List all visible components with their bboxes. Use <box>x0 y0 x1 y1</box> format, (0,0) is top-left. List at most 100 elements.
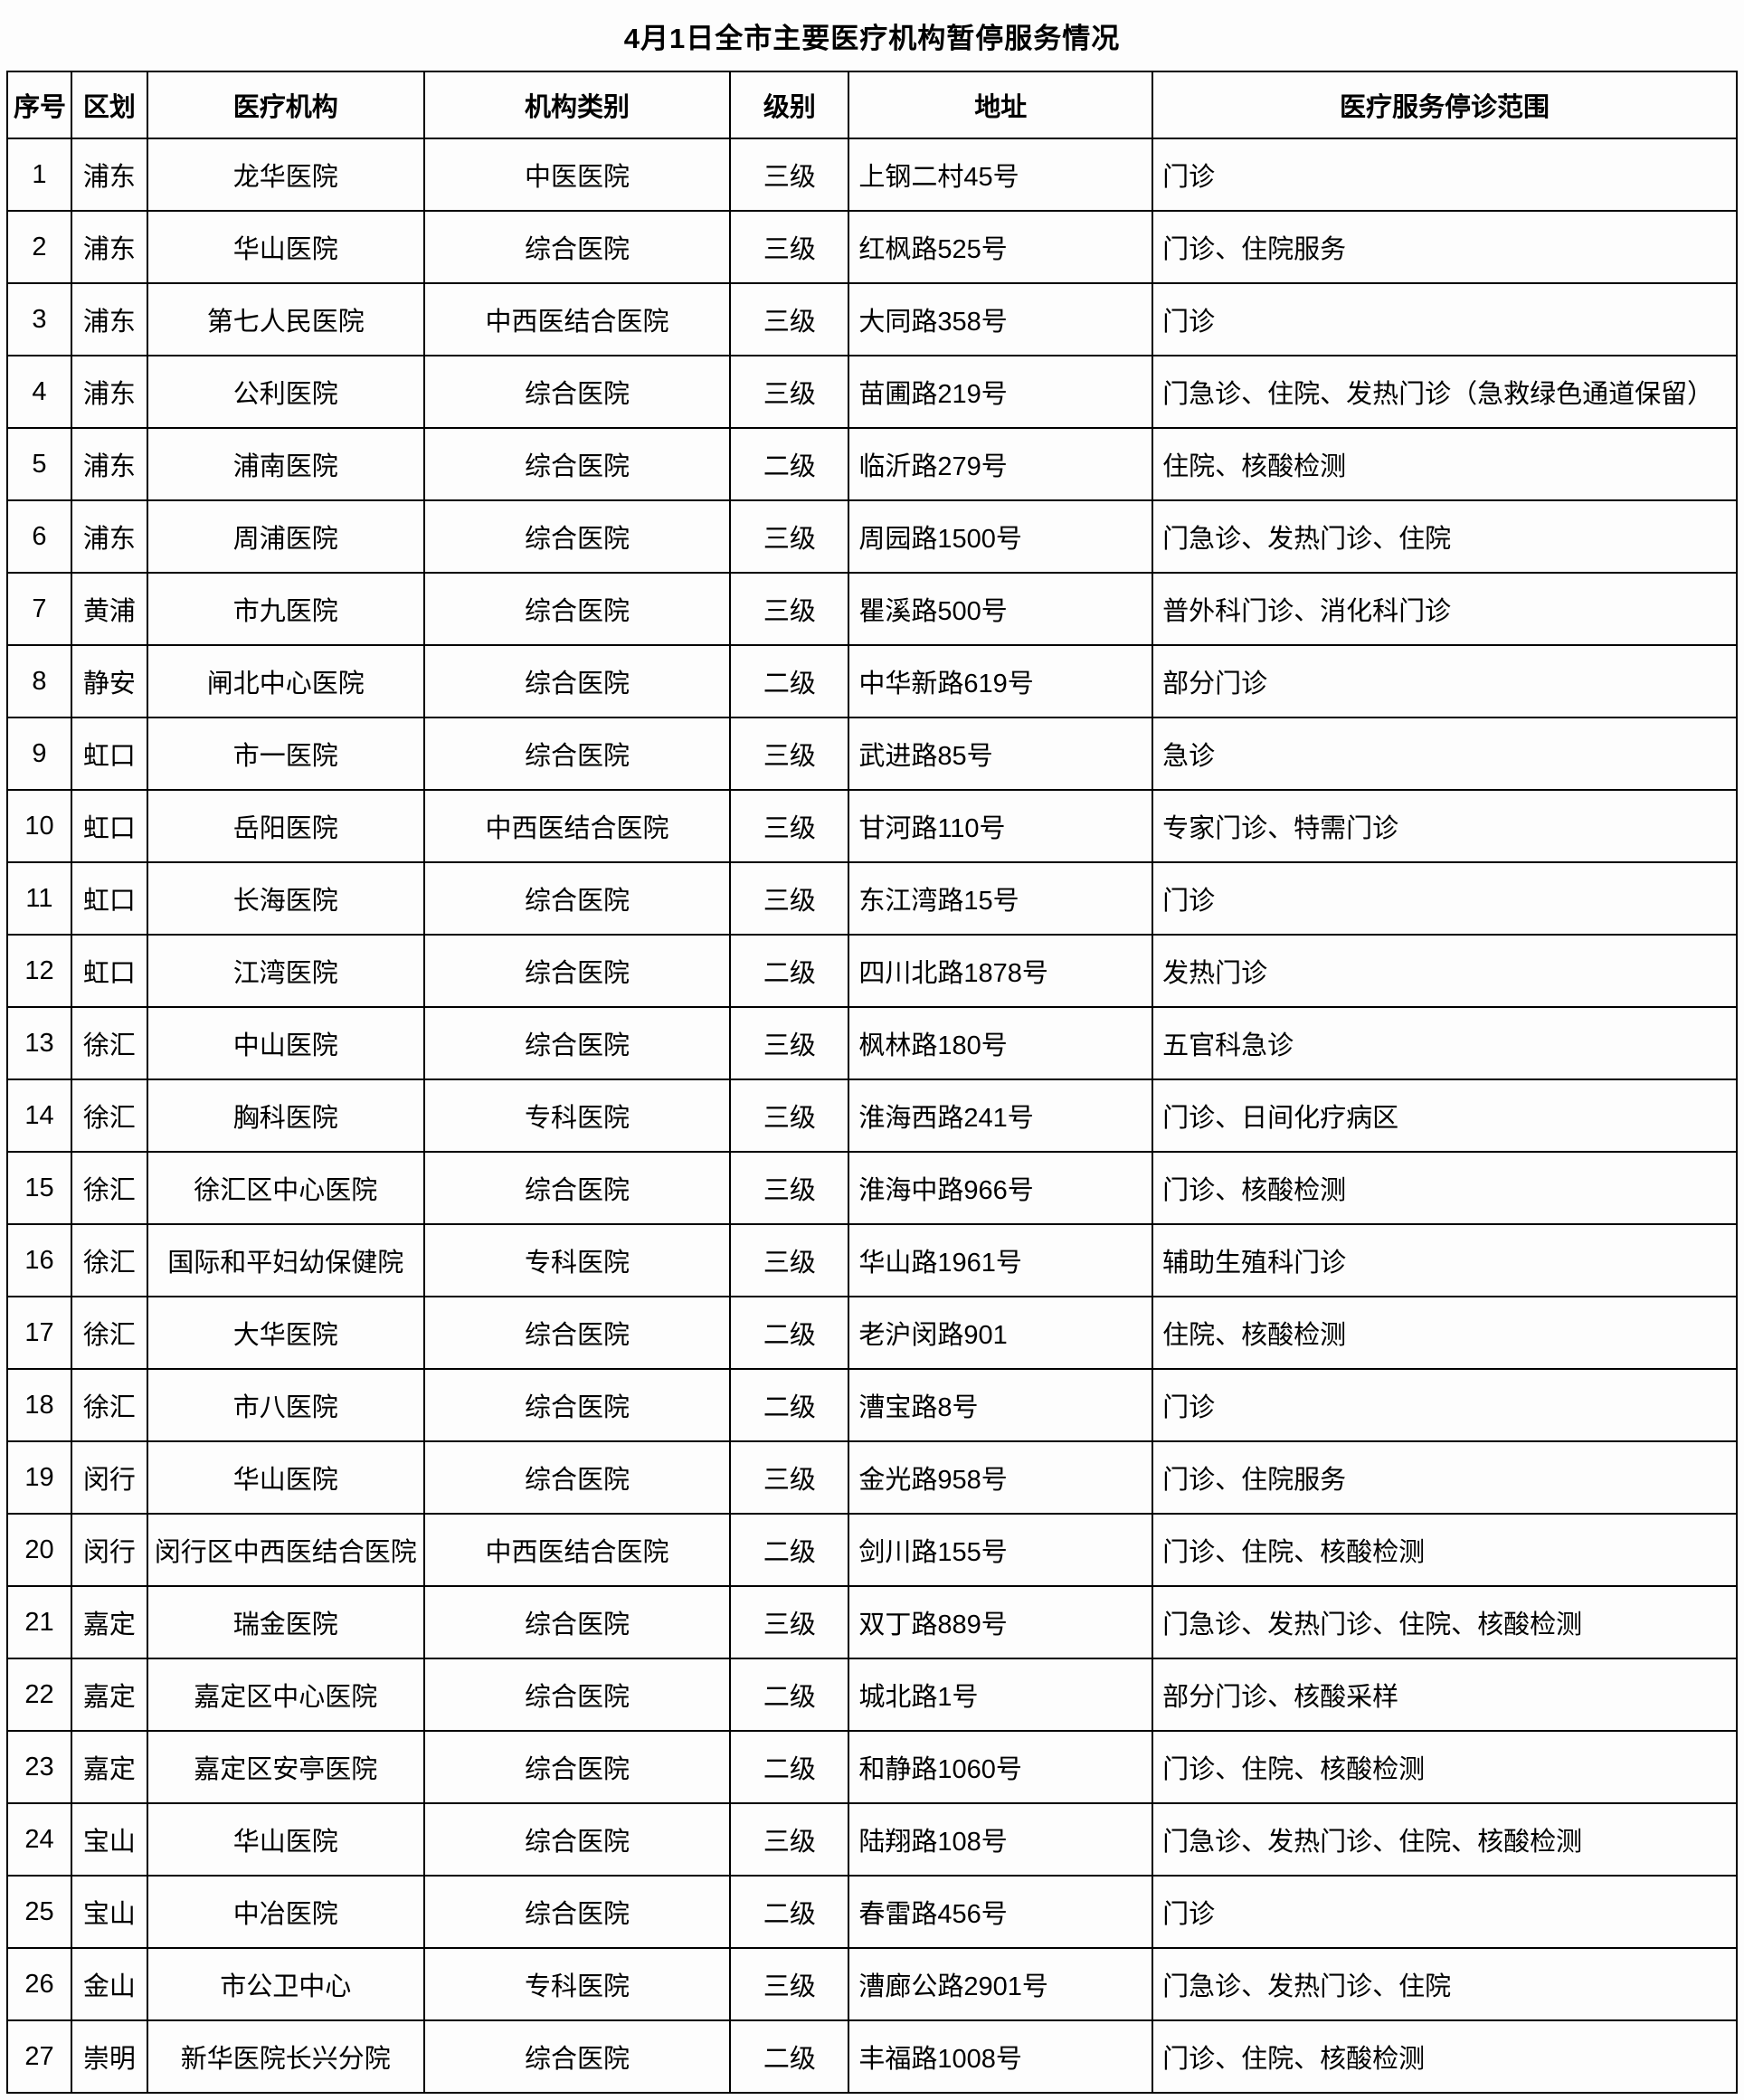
cell-address: 春雷路456号 <box>848 1875 1154 1949</box>
cell-level: 二级 <box>729 1296 850 1370</box>
table-row: 1 浦东 龙华医院 中医医院 三级 上钢二村45号 门诊 <box>6 138 1738 212</box>
cell-service-scope: 门诊 <box>1152 1875 1738 1949</box>
cell-district: 浦东 <box>70 138 148 212</box>
table-row: 14 徐汇 胸科医院 专科医院 三级 淮海西路241号 门诊、日间化疗病区 <box>6 1079 1738 1153</box>
table-row: 22 嘉定 嘉定区中心医院 综合医院 二级 城北路1号 部分门诊、核酸采样 <box>6 1658 1738 1732</box>
cell-level: 二级 <box>729 1368 850 1442</box>
cell-service-scope: 五官科急诊 <box>1152 1006 1738 1080</box>
cell-address: 四川北路1878号 <box>848 934 1154 1008</box>
table-row: 2 浦东 华山医院 综合医院 三级 红枫路525号 门诊、住院服务 <box>6 210 1738 284</box>
cell-address: 华山路1961号 <box>848 1223 1154 1297</box>
cell-district: 徐汇 <box>70 1079 148 1153</box>
cell-address: 东江湾路15号 <box>848 861 1154 936</box>
cell-address: 中华新路619号 <box>848 644 1154 718</box>
cell-level: 三级 <box>729 282 850 356</box>
cell-institution-name: 公利医院 <box>146 355 425 429</box>
table-row: 21 嘉定 瑞金医院 综合医院 三级 双丁路889号 门急诊、发热门诊、住院、核酸检测 <box>6 1585 1738 1659</box>
cell-address: 上钢二村45号 <box>848 138 1154 212</box>
cell-category: 综合医院 <box>422 355 732 429</box>
cell-district: 浦东 <box>70 427 148 501</box>
cell-address: 城北路1号 <box>848 1658 1154 1732</box>
table-row: 15 徐汇 徐汇区中心医院 综合医院 三级 淮海中路966号 门诊、核酸检测 <box>6 1151 1738 1225</box>
cell-address: 金光路958号 <box>848 1440 1154 1515</box>
cell-institution-name: 大华医院 <box>146 1296 425 1370</box>
cell-address: 淮海中路966号 <box>848 1151 1154 1225</box>
cell-institution-name: 市一医院 <box>146 717 425 791</box>
cell-level: 三级 <box>729 210 850 284</box>
cell-no: 23 <box>6 1730 72 1804</box>
cell-district: 徐汇 <box>70 1368 148 1442</box>
cell-address: 枫林路180号 <box>848 1006 1154 1080</box>
cell-institution-name: 华山医院 <box>146 1802 425 1877</box>
cell-institution-name: 华山医院 <box>146 210 425 284</box>
cell-address: 淮海西路241号 <box>848 1079 1154 1153</box>
cell-level: 三级 <box>729 355 850 429</box>
cell-service-scope: 部分门诊 <box>1152 644 1738 718</box>
cell-level: 三级 <box>729 861 850 936</box>
cell-no: 16 <box>6 1223 72 1297</box>
cell-service-scope: 门急诊、发热门诊、住院、核酸检测 <box>1152 1802 1738 1877</box>
table-row: 23 嘉定 嘉定区安亭医院 综合医院 二级 和静路1060号 门诊、住院、核酸检测 <box>6 1730 1738 1804</box>
cell-district: 虹口 <box>70 717 148 791</box>
cell-level: 二级 <box>729 1875 850 1949</box>
cell-no: 27 <box>6 2019 72 2094</box>
col-header-category: 机构类别 <box>422 71 732 139</box>
cell-category: 综合医院 <box>422 1151 732 1225</box>
cell-district: 虹口 <box>70 861 148 936</box>
cell-no: 3 <box>6 282 72 356</box>
col-header-name: 医疗机构 <box>146 71 425 139</box>
cell-district: 闵行 <box>70 1513 148 1587</box>
cell-category: 综合医院 <box>422 427 732 501</box>
cell-service-scope: 门诊、住院、核酸检测 <box>1152 1730 1738 1804</box>
cell-no: 5 <box>6 427 72 501</box>
cell-service-scope: 门急诊、住院、发热门诊（急救绿色通道保留） <box>1152 355 1738 429</box>
cell-service-scope: 门诊、住院服务 <box>1152 1440 1738 1515</box>
cell-no: 2 <box>6 210 72 284</box>
table-row: 7 黄浦 市九医院 综合医院 三级 瞿溪路500号 普外科门诊、消化科门诊 <box>6 572 1738 646</box>
cell-category: 综合医院 <box>422 1296 732 1370</box>
cell-service-scope: 门诊、住院、核酸检测 <box>1152 2019 1738 2094</box>
cell-address: 丰福路1008号 <box>848 2019 1154 2094</box>
cell-category: 中医医院 <box>422 138 732 212</box>
cell-level: 三级 <box>729 572 850 646</box>
cell-district: 嘉定 <box>70 1658 148 1732</box>
cell-service-scope: 住院、核酸检测 <box>1152 1296 1738 1370</box>
cell-level: 二级 <box>729 1658 850 1732</box>
cell-category: 中西医结合医院 <box>422 282 732 356</box>
cell-category: 综合医院 <box>422 1585 732 1659</box>
cell-address: 苗圃路219号 <box>848 355 1154 429</box>
table-row: 8 静安 闸北中心医院 综合医院 二级 中华新路619号 部分门诊 <box>6 644 1738 718</box>
col-header-level: 级别 <box>729 71 850 139</box>
table-row: 11 虹口 长海医院 综合医院 三级 东江湾路15号 门诊 <box>6 861 1738 936</box>
suspension-table: 序号 区划 医疗机构 机构类别 级别 地址 医疗服务停诊范围 1 浦东 龙华医院 中医… <box>6 71 1738 2094</box>
cell-no: 11 <box>6 861 72 936</box>
cell-address: 瞿溪路500号 <box>848 572 1154 646</box>
cell-category: 综合医院 <box>422 572 732 646</box>
cell-no: 15 <box>6 1151 72 1225</box>
cell-institution-name: 江湾医院 <box>146 934 425 1008</box>
table-row: 20 闵行 闵行区中西医结合医院 中西医结合医院 二级 剑川路155号 门诊、住院、核酸检测 <box>6 1513 1738 1587</box>
cell-level: 三级 <box>729 1947 850 2021</box>
cell-institution-name: 胸科医院 <box>146 1079 425 1153</box>
cell-district: 崇明 <box>70 2019 148 2094</box>
cell-district: 静安 <box>70 644 148 718</box>
cell-category: 专科医院 <box>422 1223 732 1297</box>
table-row: 19 闵行 华山医院 综合医院 三级 金光路958号 门诊、住院服务 <box>6 1440 1738 1515</box>
table-row: 9 虹口 市一医院 综合医院 三级 武进路85号 急诊 <box>6 717 1738 791</box>
cell-district: 黄浦 <box>70 572 148 646</box>
cell-no: 1 <box>6 138 72 212</box>
cell-service-scope: 普外科门诊、消化科门诊 <box>1152 572 1738 646</box>
cell-institution-name: 市九医院 <box>146 572 425 646</box>
cell-service-scope: 门诊 <box>1152 138 1738 212</box>
cell-address: 甘河路110号 <box>848 789 1154 863</box>
cell-institution-name: 闸北中心医院 <box>146 644 425 718</box>
page-title: 4月1日全市主要医疗机构暂停服务情况 <box>623 22 1121 54</box>
cell-category: 综合医院 <box>422 644 732 718</box>
table-row: 5 浦东 浦南医院 综合医院 二级 临沂路279号 住院、核酸检测 <box>6 427 1738 501</box>
cell-no: 6 <box>6 499 72 574</box>
cell-no: 18 <box>6 1368 72 1442</box>
cell-district: 宝山 <box>70 1802 148 1877</box>
cell-no: 4 <box>6 355 72 429</box>
cell-no: 24 <box>6 1802 72 1877</box>
